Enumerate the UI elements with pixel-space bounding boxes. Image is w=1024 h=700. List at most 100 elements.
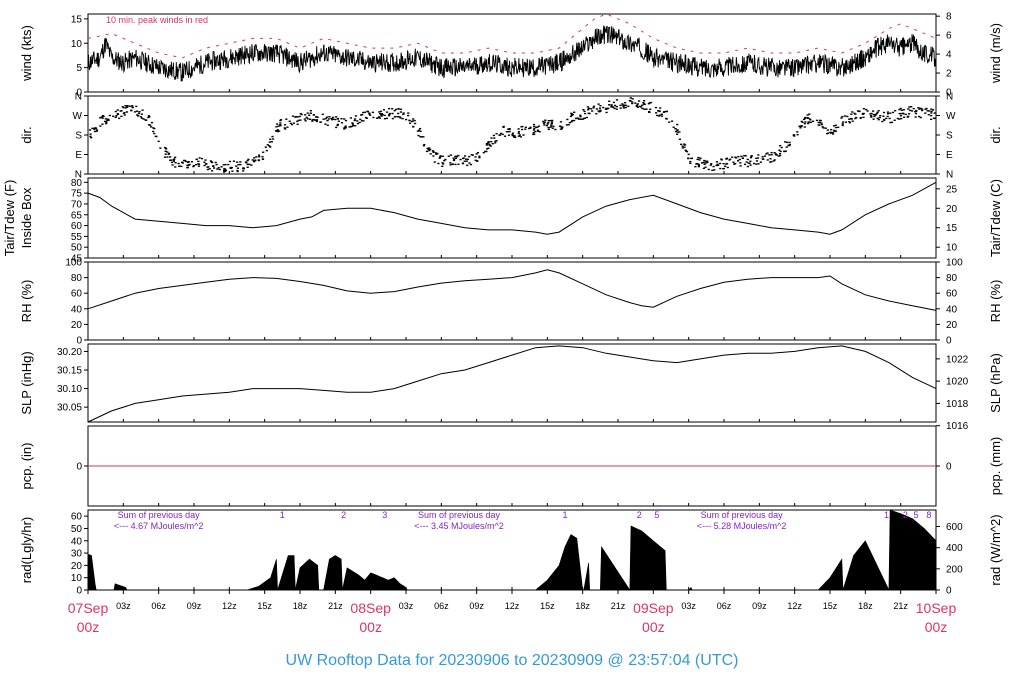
dir-point bbox=[476, 151, 480, 154]
dir-point bbox=[152, 130, 155, 133]
dir-point bbox=[236, 169, 239, 172]
dir-point bbox=[454, 163, 457, 166]
dir-point bbox=[802, 118, 806, 121]
dir-point bbox=[511, 132, 515, 134]
dir-point bbox=[299, 112, 302, 115]
right-tick-label: 2 bbox=[946, 69, 952, 80]
dir-point bbox=[699, 157, 702, 159]
dir-point bbox=[192, 164, 196, 167]
dir-point bbox=[619, 104, 622, 107]
x-tick-label: 03z bbox=[116, 601, 131, 611]
dir-point bbox=[866, 110, 869, 112]
dir-point bbox=[149, 124, 152, 126]
dir-point bbox=[366, 110, 370, 113]
dir-point bbox=[712, 165, 715, 168]
dir-point bbox=[276, 129, 279, 131]
dir-point bbox=[174, 162, 177, 164]
right-tick-label: W bbox=[946, 111, 956, 122]
dir-point bbox=[230, 167, 233, 169]
dir-point bbox=[684, 149, 687, 151]
dir-point bbox=[126, 105, 129, 107]
dir-point bbox=[88, 129, 92, 131]
dir-point bbox=[499, 132, 503, 135]
right-axis-label: SLP (hPa) bbox=[988, 353, 1003, 413]
dir-point bbox=[695, 163, 698, 165]
dir-point bbox=[624, 102, 627, 104]
dir-point bbox=[707, 168, 710, 171]
right-tick-label: 0 bbox=[946, 462, 952, 473]
dir-point bbox=[554, 128, 557, 131]
dir-point bbox=[382, 109, 386, 111]
dir-point bbox=[921, 108, 924, 110]
dir-point bbox=[898, 108, 901, 111]
dir-point bbox=[808, 118, 812, 120]
rad-marker: 1 bbox=[884, 510, 889, 520]
dir-point bbox=[423, 143, 426, 146]
dir-point bbox=[566, 118, 569, 121]
dir-point bbox=[807, 122, 810, 125]
left-axis-label: RH (%) bbox=[19, 280, 34, 323]
dir-point bbox=[851, 111, 854, 113]
dir-point bbox=[610, 104, 613, 106]
dir-point bbox=[800, 124, 803, 127]
right-tick-label: E bbox=[946, 150, 953, 161]
x-tick-label: 15z bbox=[823, 601, 838, 611]
dir-point bbox=[569, 115, 573, 118]
dir-point bbox=[858, 110, 861, 113]
dir-point bbox=[195, 158, 198, 161]
dir-point bbox=[605, 107, 608, 110]
dir-point bbox=[770, 151, 773, 154]
dir-point bbox=[656, 110, 660, 112]
dir-point bbox=[690, 157, 693, 160]
dir-point bbox=[559, 125, 562, 128]
dir-point bbox=[874, 114, 877, 116]
dir-point bbox=[826, 129, 829, 131]
dir-point bbox=[829, 131, 832, 134]
dir-point bbox=[869, 113, 872, 115]
x-tick-label: 12z bbox=[787, 601, 802, 611]
dir-point bbox=[422, 136, 425, 138]
rad-marker: 1 bbox=[562, 510, 567, 520]
dir-point bbox=[848, 121, 851, 123]
dir-point bbox=[592, 105, 595, 108]
dir-point bbox=[872, 110, 875, 112]
dir-point bbox=[907, 113, 911, 115]
dir-point bbox=[741, 157, 744, 159]
dir-point bbox=[106, 118, 110, 120]
dir-point bbox=[449, 162, 452, 164]
dir-point bbox=[239, 163, 242, 166]
dir-point bbox=[378, 111, 381, 113]
dir-point bbox=[584, 112, 587, 115]
dir-point bbox=[316, 119, 319, 121]
dir-point bbox=[878, 116, 881, 119]
dir-point bbox=[800, 125, 803, 128]
x-tick-label: 03z bbox=[681, 601, 696, 611]
dir-point bbox=[570, 121, 573, 123]
right-axis-label: pcp. (mm) bbox=[988, 437, 1003, 496]
dir-point bbox=[804, 116, 807, 119]
series-wind-0 bbox=[87, 25, 936, 82]
dir-point bbox=[257, 154, 261, 156]
dir-point bbox=[568, 121, 571, 124]
dir-point bbox=[447, 155, 450, 157]
dir-point bbox=[552, 125, 555, 128]
dir-point bbox=[549, 119, 552, 122]
dir-point bbox=[485, 143, 488, 145]
dir-point bbox=[859, 116, 862, 119]
dir-point bbox=[658, 110, 661, 112]
left-tick-label: 20 bbox=[71, 320, 83, 331]
dir-point bbox=[872, 113, 875, 116]
dir-point bbox=[91, 127, 94, 130]
dir-point bbox=[505, 130, 509, 133]
dir-point bbox=[803, 122, 806, 125]
dir-point bbox=[507, 134, 511, 136]
dir-point bbox=[494, 142, 497, 144]
dir-point bbox=[551, 119, 554, 122]
dir-point bbox=[172, 159, 175, 161]
dir-point bbox=[532, 123, 536, 126]
dir-point bbox=[224, 163, 227, 166]
dir-point bbox=[438, 157, 441, 159]
dir-point bbox=[454, 155, 457, 158]
dir-point bbox=[780, 146, 783, 149]
dir-point bbox=[536, 129, 540, 131]
